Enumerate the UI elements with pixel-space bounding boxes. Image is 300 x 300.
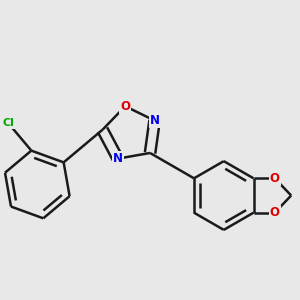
Text: O: O <box>120 100 130 113</box>
Text: O: O <box>270 206 280 219</box>
Text: Cl: Cl <box>2 118 14 128</box>
Text: O: O <box>270 172 280 185</box>
Text: N: N <box>113 152 123 165</box>
Text: N: N <box>150 114 160 127</box>
